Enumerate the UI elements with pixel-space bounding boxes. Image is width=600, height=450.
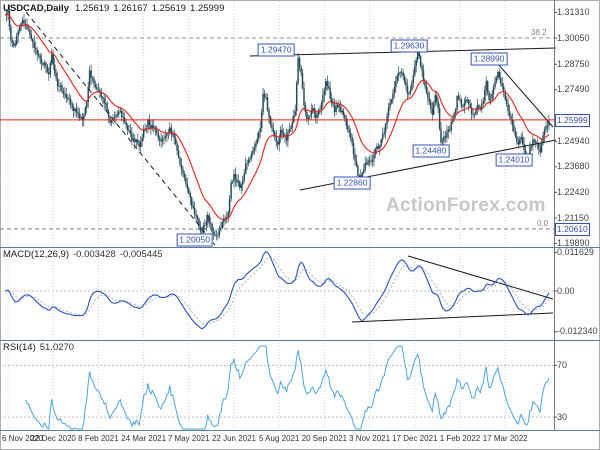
swing-price-label: 1.20050 (176, 233, 213, 247)
macd-label: MACD(12,26,9) (3, 249, 69, 260)
swing-price-label: 1.24010 (495, 153, 533, 167)
low-value: 1.25619 (151, 3, 187, 14)
macd-axis-label: 0.011629 (557, 247, 594, 258)
time-axis-label: 6 Nov 2020 (2, 434, 43, 443)
price-axis-label: 1.21150 (557, 212, 589, 223)
high-value: 1.26167 (113, 3, 148, 14)
rsi-axis-label: 70 (557, 359, 568, 370)
time-axis-label: 8 Feb 2021 (78, 434, 119, 443)
swing-price-label: 1.28990 (470, 52, 508, 66)
fib-level-price-tag: 1.20610 (555, 222, 590, 236)
rsi-axis-label: 30 (557, 411, 568, 422)
macd-header: MACD(12,26,9) -0.003428 -0.005445 (3, 249, 167, 260)
time-axis-label: 3 Nov 2021 (349, 434, 391, 443)
fib-0-label: 0.0 (537, 219, 549, 228)
swing-price-label: 1.29470 (257, 43, 295, 57)
price-axis-label: 1.31310 (557, 7, 590, 18)
rsi-header: RSI(14) 51.0270 (3, 342, 78, 353)
macd-axis-label: -0.012340 (557, 326, 598, 337)
price-axis-label: 1.30050 (557, 32, 590, 43)
macd-main-value: -0.003428 (73, 249, 116, 260)
time-axis-label: 1 Feb 2022 (439, 434, 481, 443)
swing-price-label: 1.22860 (333, 176, 371, 190)
time-axis-label: 24 Mar 2021 (121, 434, 167, 443)
watermark: ActionForex.com (386, 195, 546, 216)
price-axis-label: 1.19890 (557, 237, 590, 248)
time-axis-label: 7 May 2021 (167, 434, 210, 443)
price-axis-label: 1.23680 (557, 161, 590, 172)
close-value: 1.25999 (190, 3, 225, 14)
macd-axis-label: 0.00 (557, 285, 575, 296)
rsi-value: 51.0270 (39, 342, 75, 353)
symbol-name: USDCAD,Daily (3, 3, 69, 14)
time-axis-label: 17 Dec 2021 (392, 434, 438, 443)
time-axis-label: 22 Dec 2020 (30, 434, 76, 443)
rsi-label: RSI(14) (3, 342, 36, 353)
time-axis-label: 22 Jun 2021 (211, 434, 257, 443)
price-axis-label: 1.24940 (557, 135, 590, 146)
current-price-tag: 1.25999 (555, 113, 590, 127)
time-axis-label: 20 Sep 2021 (301, 434, 348, 443)
open-value: 1.25619 (75, 3, 110, 14)
price-axis-label: 1.27490 (557, 84, 590, 95)
price-axis-label: 1.22420 (557, 186, 590, 197)
macd-signal-value: -0.005445 (119, 249, 163, 260)
fib-382-label: 38.2 (531, 28, 547, 37)
swing-price-label: 1.24480 (412, 144, 450, 158)
price-axis-label: 1.28750 (557, 58, 590, 69)
time-axis-label: 17 Mar 2022 (482, 434, 528, 443)
ohlc-header: USDCAD,Daily 1.25619 1.26167 1.25619 1.25999 (3, 3, 228, 14)
swing-price-label: 1.29630 (390, 39, 428, 53)
time-axis-label: 5 Aug 2021 (258, 434, 300, 443)
